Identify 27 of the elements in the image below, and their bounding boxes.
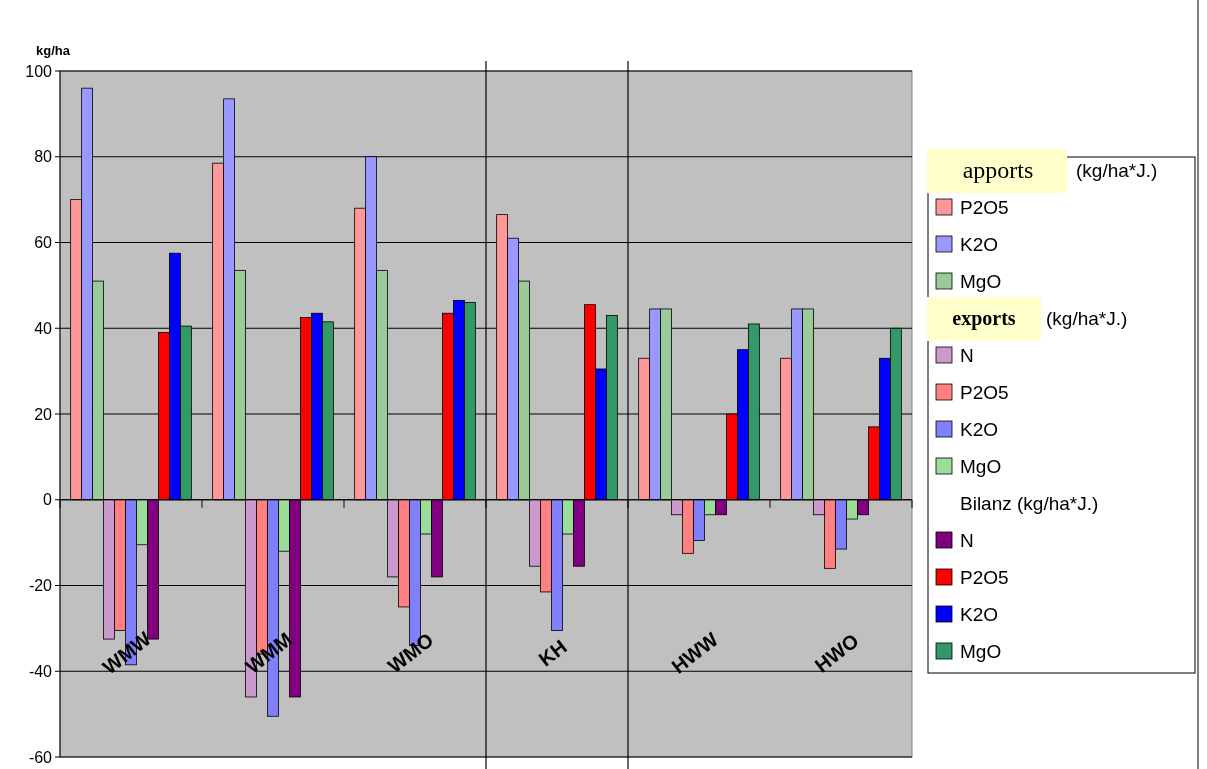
legend-label: N [960,529,974,551]
text: (kg/ha*J.) [1046,307,1128,329]
legend-label: K2O [960,233,999,255]
legend-label: P2O5 [960,196,1009,218]
legend-label: P2O5 [960,566,1009,588]
legend-label: K2O [960,418,999,440]
legend-label: MgO [960,455,1002,477]
y-tick-label: -60 [28,748,53,766]
text: (kg/ha*J.) [1076,159,1158,181]
y-tick-label: -40 [28,662,53,680]
legend-label: P2O5 [960,381,1009,403]
y-tick-label: 40 [34,319,53,337]
y-tick-label: -20 [28,577,53,595]
legend-label: K2O [960,603,999,625]
y-tick-label: 100 [25,62,53,80]
legend-label: MgO [960,270,1002,292]
legend-label: MgO [960,640,1002,662]
y-tick-label: 0 [43,491,53,509]
text: apports [962,157,1034,184]
y-axis-title: kg/ha [36,43,71,58]
text: Bilanz (kg/ha*J.) [960,492,1099,514]
y-tick-label: 80 [34,148,53,166]
y-tick-label: 60 [34,234,53,252]
y-tick-label: 20 [34,405,53,423]
text: exports [952,307,1016,330]
x-tick-label: KH [534,635,571,671]
legend-label: N [960,344,974,366]
